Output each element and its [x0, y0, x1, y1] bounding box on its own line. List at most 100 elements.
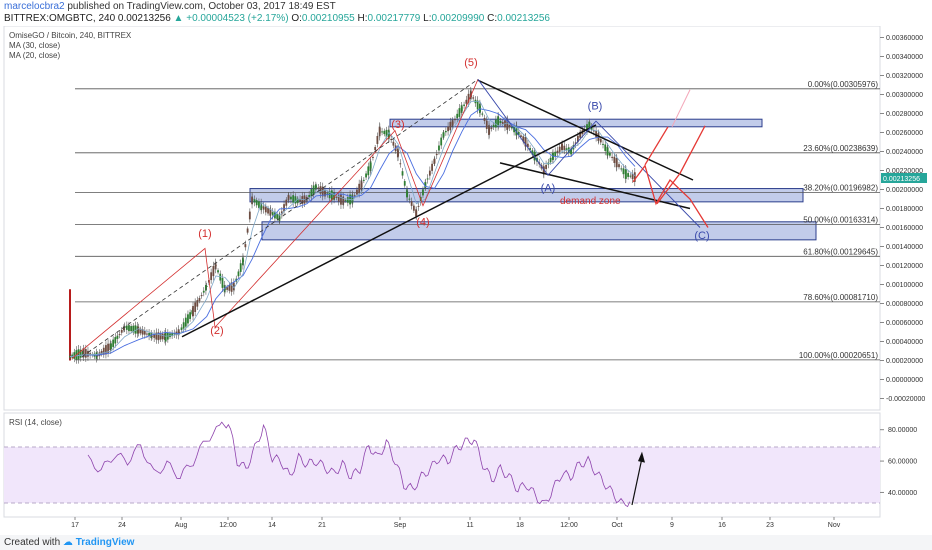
ma-30-line — [69, 108, 636, 358]
price-chart[interactable]: 0.00%(0.00305976) 23.60%(0.00238639) 38.20… — [0, 26, 932, 536]
candle-body — [116, 335, 119, 339]
candle-body — [410, 201, 413, 206]
candle-body — [376, 135, 379, 144]
x-tick-label: 18 — [516, 522, 524, 529]
candle-body — [440, 137, 443, 146]
candle-body — [180, 327, 183, 330]
candle-body — [531, 150, 534, 155]
candle-body — [406, 191, 409, 198]
candle-body — [269, 210, 272, 214]
y-tick-label: 0.00020000 — [886, 358, 923, 365]
wedge-upper-line — [477, 79, 694, 181]
created-with-text: Created with — [4, 537, 61, 548]
last-price-label: 0.00213256 — [883, 176, 920, 183]
candle-body — [567, 147, 570, 154]
candle-body — [390, 139, 393, 141]
publish-line: marcelocbra2 published on TradingView.co… — [4, 1, 336, 13]
candle-body — [579, 132, 582, 137]
candle-body — [554, 151, 557, 157]
candle-body — [285, 199, 288, 206]
candle-body — [118, 334, 121, 336]
candle-body — [520, 135, 522, 138]
candle-body — [576, 135, 579, 143]
candle-body — [417, 205, 420, 207]
candle-body — [574, 142, 577, 144]
y-tick-label: 0.00260000 — [886, 130, 923, 137]
author-link[interactable]: marcelocbra2 — [4, 1, 65, 12]
candle-body — [433, 158, 436, 164]
candle-body — [122, 326, 125, 331]
candle-body — [515, 126, 518, 135]
main-pane[interactable] — [3, 26, 881, 411]
candle-body — [125, 325, 128, 330]
x-tick-label: Oct — [612, 522, 623, 529]
candle-body — [463, 104, 465, 106]
symbol-text: BITTREX:OMGBTC, 240 — [4, 13, 116, 24]
y-tick-label: 0.00280000 — [886, 111, 923, 118]
candle-body — [458, 108, 461, 117]
candle-body — [258, 201, 260, 208]
candle-body — [141, 329, 144, 335]
candle-body — [292, 195, 295, 203]
y-tick-label: 0.00320000 — [886, 73, 923, 80]
wave-label: (2) — [210, 325, 223, 337]
candle-body — [346, 197, 349, 203]
candle-body — [87, 350, 89, 357]
rsi-up-arrow — [631, 457, 643, 506]
wave-label: (1) — [198, 228, 211, 240]
candle-body — [545, 164, 547, 170]
x-tick-label: 12:00 — [219, 522, 237, 529]
candle-body — [230, 282, 233, 292]
candle-body — [164, 331, 167, 342]
candle-body — [435, 153, 438, 156]
rsi-band — [4, 447, 880, 503]
y-tick-label: 0.00200000 — [886, 187, 923, 194]
candle-body — [599, 139, 602, 143]
candle-body — [155, 332, 158, 340]
tradingview-brand[interactable]: TradingView — [75, 537, 135, 548]
candle-body — [565, 148, 568, 150]
candle-body — [633, 172, 636, 182]
footer: Created with ☁ TradingView — [0, 535, 932, 550]
candle-body — [171, 332, 174, 337]
candle-body — [212, 266, 215, 277]
candle-body — [476, 100, 479, 110]
candle-body — [365, 173, 367, 178]
candle-body — [326, 193, 329, 195]
candle-body — [399, 163, 402, 165]
candle-body — [444, 130, 447, 133]
candle-body — [184, 317, 187, 327]
x-tick-label: 11 — [466, 522, 473, 529]
candle-body — [128, 325, 130, 332]
candle-body — [360, 182, 363, 188]
candle-body — [315, 185, 317, 188]
candle-body — [178, 331, 181, 333]
candle-body — [112, 339, 115, 347]
candle-body — [424, 182, 427, 188]
candle-body — [73, 352, 76, 359]
candle-body — [189, 312, 191, 319]
candle-body — [454, 118, 456, 121]
candle-body — [524, 137, 527, 147]
chart-header: marcelocbra2 published on TradingView.co… — [0, 0, 932, 26]
candle-body — [492, 124, 495, 128]
candle-body — [161, 333, 164, 340]
candle-body — [483, 117, 486, 121]
candle-body — [522, 136, 525, 142]
candle-body — [570, 148, 573, 155]
y-tick-label: 0.00120000 — [886, 263, 923, 270]
y-tick-label: 0.00340000 — [886, 54, 923, 61]
candle-body — [351, 196, 354, 202]
candle-body — [217, 270, 219, 273]
candle-body — [412, 205, 415, 211]
candle-body — [79, 349, 82, 358]
candle-body — [330, 190, 333, 201]
candle-body — [260, 205, 263, 209]
candle-body — [246, 228, 249, 233]
candle-body — [383, 130, 386, 135]
y-tick-label: 0.00100000 — [886, 282, 923, 289]
candle-body — [151, 335, 153, 337]
candle-body — [344, 200, 347, 202]
candle-body — [611, 156, 614, 158]
candle-body — [549, 157, 552, 163]
